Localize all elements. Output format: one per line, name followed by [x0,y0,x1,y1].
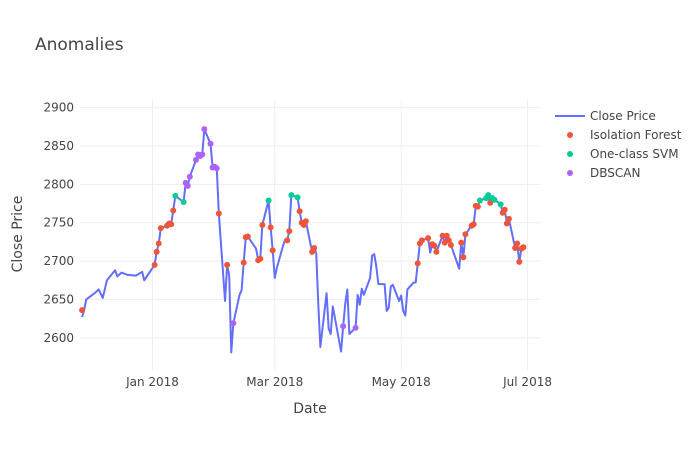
isolation-forest-point [418,237,425,244]
dbscan-point [201,126,208,133]
isolation-forest-point [153,248,160,255]
one-class-svm-point [476,197,483,204]
dbscan-point [193,156,200,163]
one-class-svm-point [491,196,498,203]
one-class-svm-point [288,192,295,199]
legend-label-close-price: Close Price [590,109,656,123]
isolation-forest-point [240,259,247,266]
y-tick-label: 2750 [43,216,74,230]
isolation-forest-point [505,215,512,222]
isolation-forest-point [516,258,523,265]
legend-label-dbscan: DBSCAN [590,166,640,180]
y-tick-label: 2600 [43,331,74,345]
one-class-svm-point [180,199,187,206]
legend: Close Price Isolation Forest One-class SVM… [555,109,682,180]
isolation-forest-point [269,247,276,254]
close-price-line [81,128,525,354]
dbscan-point [213,165,220,172]
dbscan-point [352,324,359,331]
x-tick-label: Jan 2018 [125,375,179,389]
isolation-forest-point [79,307,86,314]
isolation-forest-point [433,248,440,255]
legend-label-one-class-svm: One-class SVM [590,147,679,161]
isolation-forest-point [267,224,274,231]
one-class-svm-point [265,197,272,204]
isolation-forest-point [460,254,467,261]
isolation-forest-point [462,231,469,238]
dbscan-point [199,151,206,158]
y-axis-title: Close Price [10,196,26,273]
dbscan-point [230,320,237,327]
isolation-forest-point [512,245,519,252]
one-class-svm-point [172,192,179,199]
isolation-forest-point [501,206,508,213]
isolation-forest-point [224,261,231,268]
isolation-forest-point [470,221,477,228]
isolation-forest-point [474,203,481,210]
isolation-forest-point [514,240,521,247]
one-class-svm-point [485,192,492,199]
isolation-forest-point [431,242,438,249]
axes: 2600 2650 2700 2750 2800 2850 2900 Jan 2018 Mar … [43,101,552,389]
y-tick-label: 2800 [43,177,74,191]
one-class-svm-point [294,194,301,201]
chart-title: Anomalies [35,35,124,55]
y-tick-label: 2650 [43,292,74,306]
isolation-forest-point [487,199,494,206]
plot-area [79,126,527,354]
x-tick-label: May 2018 [372,375,431,389]
y-tick-label: 2850 [43,139,74,153]
x-tick-label: Jul 2018 [502,375,552,389]
legend-swatch-isolation-forest [567,132,573,138]
isolation-forest-point [447,241,454,248]
isolation-forest-point [284,237,291,244]
isolation-forest-point [445,237,452,244]
isolation-forest-point [244,233,251,240]
isolation-forest-point [257,255,264,262]
legend-label-isolation-forest: Isolation Forest [590,128,682,142]
isolation-forest-point [302,218,309,225]
isolation-forest-point [296,208,303,215]
x-tick-label: Mar 2018 [246,375,303,389]
isolation-forest-point [168,221,175,228]
dbscan-point [184,182,191,189]
grid [80,100,540,370]
isolation-forest-point [520,244,527,251]
isolation-forest-point [439,232,446,239]
isolation-forest-point [259,222,266,229]
isolation-forest-point [503,220,510,227]
one-class-svm-point [497,201,504,208]
isolation-forest-point [170,207,177,214]
isolation-forest-point [425,235,432,242]
legend-swatch-one-class-svm [567,151,573,157]
y-tick-label: 2900 [43,101,74,115]
dbscan-point [186,173,193,180]
dbscan-point [340,323,347,330]
x-axis-title: Date [293,401,326,417]
isolation-forest-point [151,261,158,268]
isolation-forest-point [311,245,318,252]
isolation-forest-point [155,240,162,247]
legend-swatch-dbscan [567,170,573,176]
y-tick-label: 2700 [43,254,74,268]
isolation-forest-point [443,232,450,239]
isolation-forest-point [157,225,164,232]
isolation-forest-point [458,239,465,246]
dbscan-point [207,140,214,147]
isolation-forest-point [286,228,293,235]
isolation-forest-point [414,260,421,267]
isolation-forest-point [215,210,222,217]
